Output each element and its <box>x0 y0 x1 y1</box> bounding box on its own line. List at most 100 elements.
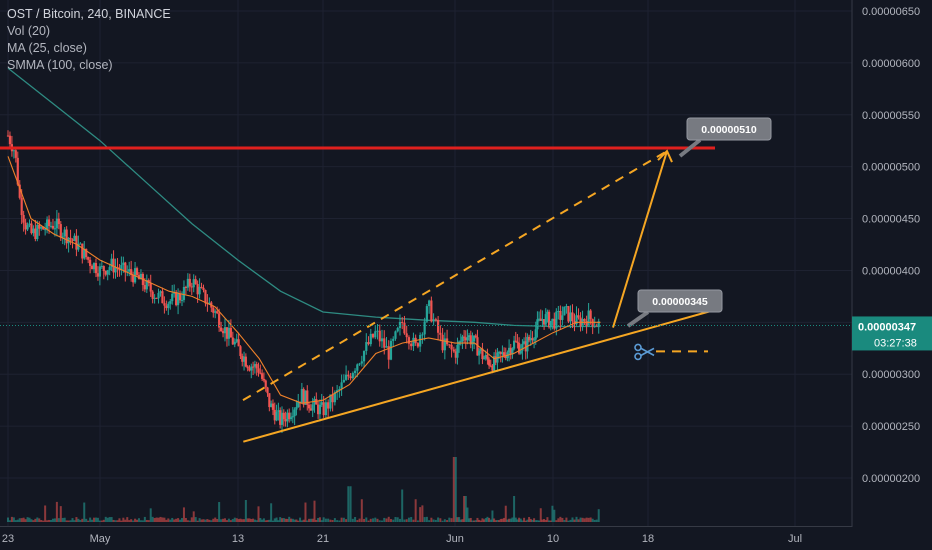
volume-bar <box>356 520 359 522</box>
candle-body <box>587 310 590 327</box>
candle-body <box>547 311 551 328</box>
volume-bar <box>40 519 43 522</box>
volume-bar <box>192 511 195 522</box>
candle-body <box>18 184 21 198</box>
candle-body <box>521 343 524 351</box>
volume-bar <box>354 517 357 522</box>
candle-body <box>412 337 415 347</box>
volume-bar <box>214 517 217 522</box>
candle-body <box>304 390 307 405</box>
legend-volume[interactable]: Vol (20) <box>7 24 51 38</box>
candle-body <box>14 150 17 158</box>
candle-body <box>79 243 82 245</box>
drawings[interactable]: 0.00000510 0.00000345 <box>0 117 772 443</box>
candle-body <box>26 225 29 230</box>
candle-body <box>96 273 100 277</box>
volume-bar <box>147 520 150 522</box>
candle-body <box>347 374 350 377</box>
last-price-label: 0.00000347 <box>858 321 916 333</box>
volume-bar <box>583 518 586 522</box>
candle-body <box>286 412 289 422</box>
volume-bar <box>161 517 164 522</box>
candle-body <box>383 338 386 348</box>
last-price-badge[interactable] <box>852 316 932 351</box>
target-arrow-head[interactable] <box>657 149 673 163</box>
volume-bar <box>563 520 566 522</box>
candle-body <box>544 314 547 325</box>
volume-bar <box>30 519 33 522</box>
candle-body <box>24 222 27 230</box>
candle-body <box>44 229 47 231</box>
time-tick-label: Jul <box>788 533 802 545</box>
candle-body <box>98 266 101 277</box>
candle-body <box>425 306 428 322</box>
support-trendline[interactable] <box>243 308 716 443</box>
candle-body <box>315 399 318 405</box>
target-arrow[interactable] <box>612 150 668 328</box>
candle-body <box>231 337 234 345</box>
legend-smma[interactable]: SMMA (100, close) <box>7 58 113 72</box>
candle-body <box>524 341 527 352</box>
volume-bar <box>300 520 303 522</box>
candle-body <box>118 268 121 271</box>
candle-body <box>63 229 66 237</box>
candle-body <box>526 336 529 352</box>
volume-bar <box>589 517 592 522</box>
price-tick-label: 0.00000600 <box>862 58 920 70</box>
volume-bar <box>257 506 260 522</box>
volume-bar <box>134 518 137 522</box>
upper-channel-line[interactable] <box>242 150 668 402</box>
candle-body <box>459 341 462 343</box>
volume-bar <box>474 520 477 522</box>
volume-bar <box>412 519 415 522</box>
volume-bar <box>546 517 549 522</box>
candle-body <box>244 356 247 367</box>
scissors-handle-bottom <box>634 352 642 361</box>
volume-bar <box>363 518 366 522</box>
candle-body <box>280 412 284 425</box>
volume-bar <box>155 517 158 522</box>
legend-ma[interactable]: MA (25, close) <box>7 41 87 55</box>
volume-bar <box>231 519 234 522</box>
volume-bar <box>414 499 417 522</box>
candle-body <box>132 275 135 283</box>
candle-body <box>371 333 375 338</box>
candle-body <box>534 329 537 340</box>
volume-bar <box>239 518 242 522</box>
candle-body <box>362 351 366 362</box>
candle-body <box>250 366 253 371</box>
candle-body <box>133 268 137 283</box>
price-tick-label: 0.00000500 <box>862 162 920 174</box>
candle-body <box>478 350 481 356</box>
target-price-callout[interactable]: 0.00000510 <box>678 117 772 158</box>
scissors-icon[interactable] <box>634 343 655 361</box>
volume-bar <box>224 518 227 522</box>
volume-bar <box>479 520 482 522</box>
volume-bar <box>347 486 350 522</box>
volume-bar <box>20 518 23 522</box>
volume-bar <box>190 517 193 522</box>
volume-bar <box>484 518 487 522</box>
volume-bar <box>112 519 115 522</box>
volume-bar <box>279 517 282 522</box>
volume-bar <box>297 520 300 522</box>
candle-body <box>180 299 184 301</box>
volume-bar <box>320 520 323 522</box>
candle-body <box>100 266 103 268</box>
candle-body <box>517 342 521 354</box>
entry-price-callout[interactable]: 0.00000345 <box>626 289 723 328</box>
candle-body <box>186 278 189 288</box>
volume-bar <box>53 518 56 522</box>
volume-bar <box>42 520 45 522</box>
volume-bar <box>293 519 296 522</box>
candles <box>6 130 600 433</box>
volume-bar <box>266 520 269 522</box>
volume-bar <box>559 516 562 522</box>
volume-bar <box>7 517 9 522</box>
candle-body <box>188 278 191 287</box>
candle-body <box>77 243 80 250</box>
volume-bar <box>403 519 406 522</box>
candle-body <box>509 347 512 355</box>
legend-title[interactable]: OST / Bitcoin, 240, BINANCE <box>7 7 171 21</box>
